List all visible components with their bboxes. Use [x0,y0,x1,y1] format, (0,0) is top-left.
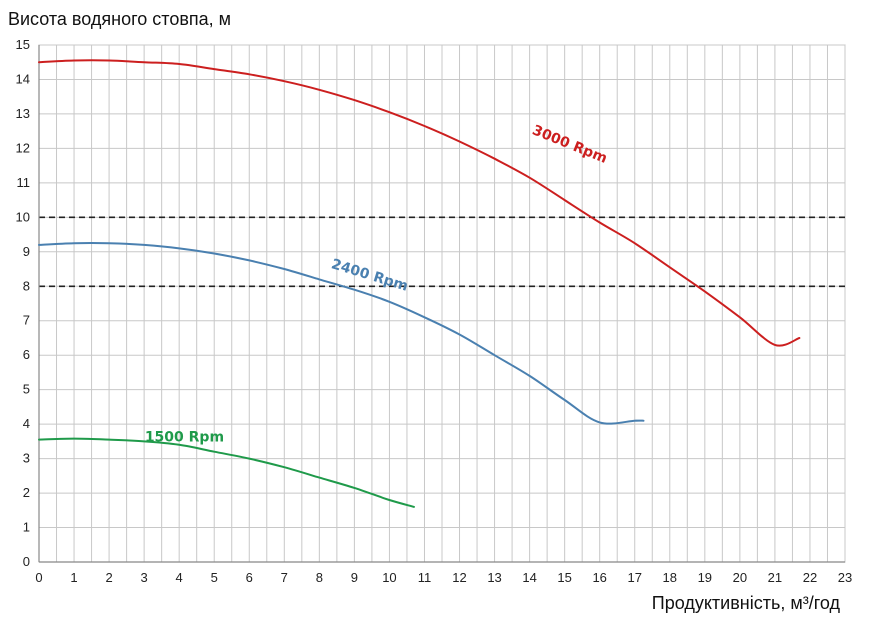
x-tick-label: 12 [452,570,466,585]
y-tick-label: 11 [17,175,31,190]
x-tick-label: 3 [141,570,148,585]
x-tick-label: 13 [487,570,501,585]
y-tick-label: 15 [16,37,30,52]
x-tick-label: 16 [592,570,606,585]
x-tick-label: 14 [522,570,536,585]
x-tick-label: 21 [768,570,782,585]
x-tick-label: 0 [35,570,42,585]
reference-lines [39,216,845,288]
axis-titles: Висота водяного стовпа, м Продуктивність… [8,9,840,613]
series-line-2400-rpm [38,241,645,425]
x-axis-title: Продуктивність, м³/год [652,593,841,613]
series-line-1500-rpm [38,437,415,508]
y-tick-label: 7 [23,313,30,328]
x-tick-label: 6 [246,570,253,585]
y-tick-label: 0 [23,554,30,569]
series-label-1500-rpm: 1500 Rpm [145,429,224,445]
y-tick-label: 8 [23,278,30,293]
series-line-3000-rpm [38,59,801,347]
x-tick-label: 17 [628,570,642,585]
x-tick-label: 11 [418,570,432,585]
x-tick-label: 4 [176,570,183,585]
y-tick-label: 10 [16,209,30,224]
y-tick-label: 3 [23,451,30,466]
y-tick-label: 12 [16,140,30,155]
x-tick-label: 15 [557,570,571,585]
y-tick-label: 5 [23,382,30,397]
x-tick-label: 23 [838,570,852,585]
x-tick-label: 8 [316,570,323,585]
y-axis-title: Висота водяного стовпа, м [8,9,231,29]
y-tick-label: 1 [23,520,30,535]
x-tick-label: 7 [281,570,288,585]
y-tick-label: 4 [23,416,30,431]
x-tick-label: 1 [70,570,77,585]
y-tick-label: 2 [23,485,30,500]
y-tick-label: 6 [23,347,30,362]
x-tick-label: 9 [351,570,358,585]
x-tick-label: 19 [698,570,712,585]
x-tick-label: 2 [105,570,112,585]
x-tick-label: 10 [382,570,396,585]
y-tick-label: 13 [16,106,30,121]
x-tick-label: 20 [733,570,747,585]
x-tick-label: 22 [803,570,817,585]
series-lines [38,59,801,508]
axes: 0 1 2 3 4 5 6 7 8 9 10 11 12 13 14 15 16 17 18 19 20 21 22 2301… [16,37,853,585]
y-tick-label: 14 [16,71,30,86]
x-tick-label: 18 [663,570,677,585]
x-tick-label: 5 [211,570,218,585]
y-tick-label: 9 [23,244,30,259]
grid [38,44,846,563]
